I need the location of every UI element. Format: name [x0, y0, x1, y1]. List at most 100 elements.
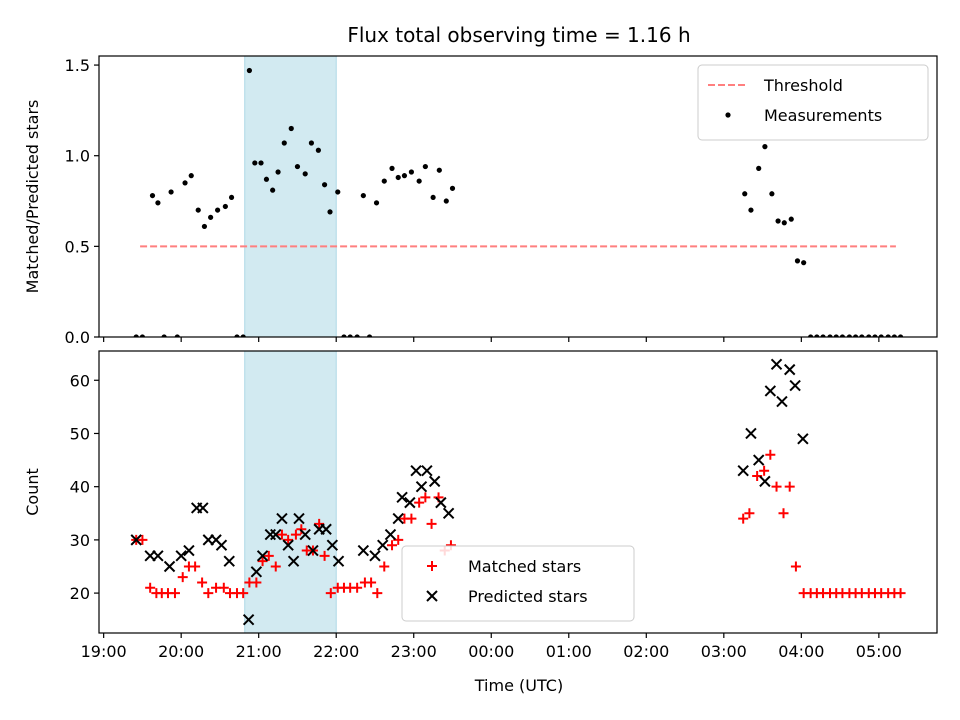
data-point [270, 187, 276, 193]
data-point [744, 508, 755, 519]
data-point [765, 449, 776, 460]
data-point [222, 203, 228, 210]
y-tick-label: 1.5 [65, 56, 90, 75]
data-point [139, 334, 146, 337]
x-tick-label: 01:00 [546, 642, 592, 661]
data-point [352, 582, 363, 593]
data-point [321, 182, 328, 188]
data-point [770, 358, 783, 371]
data-point [319, 550, 330, 561]
legend: Threshold Measurements [697, 64, 929, 141]
data-point [781, 220, 787, 226]
data-point [175, 550, 187, 562]
legend-label: Predicted stars [468, 587, 588, 606]
data-point [775, 218, 781, 224]
data-point [401, 173, 408, 179]
data-point [410, 465, 422, 477]
data-point [287, 555, 300, 567]
data-point [228, 194, 235, 201]
data-point [897, 334, 904, 337]
data-point [752, 454, 765, 466]
data-point [395, 174, 401, 181]
data-point [234, 334, 240, 337]
series-dot-points [133, 67, 904, 337]
data-point [203, 588, 214, 599]
panel-ratio: 0.0 0.5 1.0 1.5 Matched/Predicted stars Thres… [23, 55, 938, 347]
data-point [238, 588, 249, 599]
data-point [152, 550, 164, 562]
data-point [778, 508, 789, 519]
data-point [197, 577, 208, 588]
data-point [290, 529, 301, 540]
data-point [258, 160, 264, 166]
data-point [215, 539, 228, 551]
x-axis-label: Time (UTC) [474, 676, 563, 695]
data-point [790, 561, 801, 572]
data-point [389, 165, 395, 171]
data-point [190, 561, 201, 572]
data-point [784, 363, 796, 376]
data-point [163, 560, 176, 573]
data-point [130, 534, 142, 546]
data-point [820, 334, 826, 337]
data-point [354, 334, 360, 337]
data-point [145, 582, 156, 593]
data-point [299, 528, 311, 541]
chart-title: Flux total observing time = 1.16 h [347, 23, 690, 47]
data-point [294, 163, 301, 170]
x-tick-label: 00:00 [468, 642, 514, 661]
data-point [257, 556, 268, 567]
data-point [381, 178, 387, 184]
data-point [430, 194, 436, 201]
data-point [738, 513, 749, 524]
data-point [197, 502, 209, 514]
data-point [276, 512, 288, 525]
data-point [332, 555, 345, 567]
data-point [839, 334, 846, 337]
data-point [769, 191, 775, 197]
data-point [756, 165, 762, 171]
data-point [827, 334, 833, 337]
data-point [308, 140, 315, 146]
panel-counts: 20 30 40 50 60 Count 19:00 20:00 21:00 22:00 23:00… [23, 350, 938, 661]
x-tick-label: 19:00 [81, 642, 127, 661]
data-point [784, 481, 795, 492]
y-tick-label: 60 [70, 371, 90, 390]
x-tick-label: 21:00 [236, 642, 282, 661]
data-point [177, 572, 188, 583]
data-point [174, 334, 180, 337]
data-point [270, 561, 281, 572]
data-point [426, 518, 437, 529]
x-tick-label: 22:00 [313, 642, 359, 661]
data-point [320, 523, 332, 535]
data-point [366, 577, 377, 588]
data-point [846, 334, 853, 337]
x-tick-label: 03:00 [701, 642, 747, 661]
data-point [137, 534, 148, 545]
data-point [379, 561, 390, 572]
y-tick-label: 50 [70, 424, 90, 443]
data-point [771, 481, 782, 492]
data-point [885, 334, 891, 337]
data-point [414, 497, 425, 508]
data-point [252, 160, 258, 166]
data-point [808, 334, 814, 337]
y-tick-label: 20 [70, 584, 90, 603]
data-point [296, 524, 307, 535]
data-point [314, 518, 325, 529]
highlight-span [244, 350, 337, 634]
data-point [415, 480, 428, 493]
data-point [282, 539, 294, 551]
data-point [366, 334, 373, 337]
data-point [242, 613, 255, 626]
data-point [325, 588, 336, 599]
x-tick-label: 05:00 [856, 642, 902, 661]
y-tick-label: 1.0 [65, 147, 90, 166]
data-point [428, 475, 441, 488]
data-point [372, 588, 383, 599]
data-point [218, 582, 229, 593]
x-tick-label: 23:00 [391, 642, 437, 661]
data-point [315, 147, 321, 153]
data-point [442, 507, 455, 519]
